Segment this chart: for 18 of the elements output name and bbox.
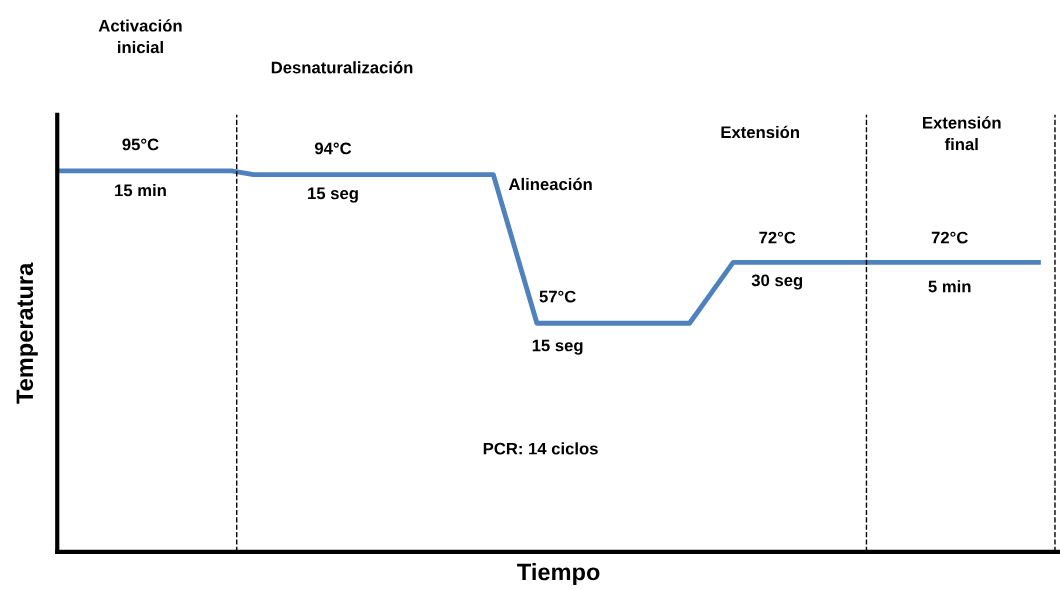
annotation: PCR: 14 ciclos: [483, 442, 598, 455]
annotation: 5 min: [928, 280, 971, 293]
annotation: 57°C: [539, 290, 576, 303]
annotation: 30 seg: [751, 274, 803, 290]
annotation: 15 seg: [308, 187, 358, 203]
annotation: 15 seg: [532, 339, 583, 355]
annotation: 72°C: [931, 231, 968, 244]
annotation: Alineación: [508, 177, 592, 191]
text: 94°C: [314, 142, 352, 155]
text: Activación inicial: [98, 19, 182, 54]
annotation: 72°C: [759, 231, 796, 244]
text: Extensión: [721, 125, 799, 139]
y-axis-title: Temperatura: [16, 262, 38, 404]
annotation: 15 min: [115, 184, 166, 197]
text: Extensión final: [923, 116, 1001, 151]
text: Desnaturalización: [271, 61, 413, 74]
x-axis-title: Tiempo: [517, 563, 600, 586]
text: 95°C: [122, 138, 159, 151]
